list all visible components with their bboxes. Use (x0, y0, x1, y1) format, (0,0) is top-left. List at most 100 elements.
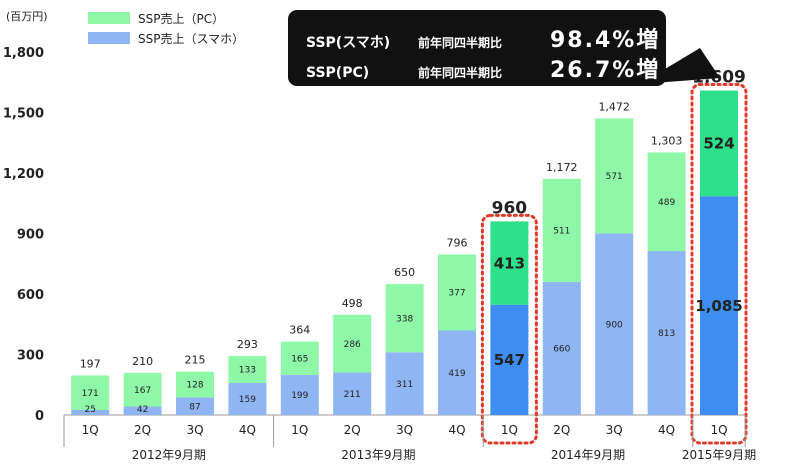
bar-value-label-pc: 377 (448, 289, 465, 299)
bar-total-label: 1,172 (546, 161, 578, 174)
bar-total-label: 364 (289, 324, 310, 337)
y-tick-label: 1,800 (3, 46, 44, 61)
x-tick-label-quarter: 3Q (186, 423, 203, 437)
x-tick-label-quarter: 1Q (710, 423, 727, 437)
bar-value-label-pc: 489 (658, 198, 675, 208)
y-tick-label: 0 (35, 409, 44, 424)
x-tick-label-quarter: 1Q (82, 423, 99, 437)
bar-segment-smartphone (176, 397, 214, 415)
bar-value-label-pc: 171 (82, 389, 99, 399)
bar-value-label-smartphone: 900 (606, 320, 623, 330)
bar-value-label-pc: 338 (396, 314, 413, 324)
legend-label-smartphone: SSP売上（スマホ） (138, 31, 245, 46)
callout-label-smartphone: SSP(スマホ) (306, 35, 391, 51)
x-tick-label-quarter: 3Q (396, 423, 413, 437)
bar-value-label-pc: 524 (703, 135, 734, 153)
callout-row-pc: SSP(PC) 前年同四半期比 26.7%増 (306, 52, 660, 84)
bar-segment-smartphone (700, 196, 738, 415)
x-tick-label-quarter: 1Q (291, 423, 308, 437)
bar-segment-pc (647, 152, 686, 252)
bar-total-label: 210 (132, 355, 153, 368)
bar-value-label-pc: 571 (606, 172, 623, 182)
bar-segment-smartphone (438, 330, 476, 415)
legend-item-smartphone: SSP売上（スマホ） (88, 28, 244, 48)
growth-callout: SSP(スマホ) 前年同四半期比 98.4%増 SSP(PC) 前年同四半期比 … (288, 10, 666, 86)
bar-segment-smartphone (490, 304, 529, 415)
callout-value-pc: 26.7%増 (550, 58, 661, 83)
legend: SSP売上（PC） SSP売上（スマホ） (88, 8, 244, 48)
bar-segment-smartphone (542, 281, 581, 415)
x-tick-label-quarter: 4Q (239, 423, 256, 437)
y-tick-label: 1,500 (3, 107, 44, 122)
x-tick-label-quarter: 1Q (501, 423, 518, 437)
bar-segment-pc (228, 356, 267, 383)
callout-row-smartphone: SSP(スマホ) 前年同四半期比 98.4%増 (306, 22, 660, 54)
bar-segment-smartphone (280, 374, 319, 415)
bar-total-label: 1,303 (651, 134, 683, 147)
bar-segment-pc (438, 254, 476, 331)
callout-period-smartphone: 前年同四半期比 (418, 36, 503, 50)
bar-value-label-pc: 133 (239, 366, 256, 376)
bar-value-label-pc: 167 (134, 386, 151, 396)
bar-segment-smartphone (385, 352, 424, 415)
y-tick-label: 300 (17, 349, 44, 364)
bar-segment-pc (542, 178, 581, 282)
highlight-dotted-frame (480, 213, 538, 445)
bar-value-label-smartphone: 1,085 (695, 297, 742, 315)
bar-segment-smartphone (71, 409, 110, 415)
bar-total-label: 215 (185, 354, 206, 367)
bar-value-label-pc: 165 (291, 354, 308, 364)
bar-total-label: 197 (80, 357, 101, 370)
legend-label-pc: SSP売上（PC） (138, 11, 225, 26)
bar-total-label: 293 (237, 338, 258, 351)
x-group-label: 2013年9月期 (341, 448, 415, 462)
y-tick-label: 900 (17, 228, 44, 243)
y-axis-unit-label: (百万円) (6, 10, 48, 23)
bar-total-label: 1,472 (598, 100, 630, 113)
bar-value-label-smartphone: 199 (291, 391, 308, 401)
bar-value-label-pc: 286 (344, 340, 361, 350)
bar-total-label: 650 (394, 266, 415, 279)
bar-value-label-pc: 128 (186, 381, 203, 391)
callout-period-pc: 前年同四半期比 (418, 66, 503, 80)
bar-value-label-smartphone: 419 (448, 369, 465, 379)
callout-label-pc: SSP(PC) (306, 65, 370, 81)
callout-value-smartphone: 98.4%増 (550, 28, 661, 53)
bar-segment-pc (280, 341, 319, 375)
bar-total-label: 796 (447, 236, 468, 249)
bar-value-label-pc: 511 (553, 227, 570, 237)
x-tick-label-quarter: 4Q (658, 423, 675, 437)
x-group-label: 2012年9月期 (132, 448, 206, 462)
bar-value-label-smartphone: 547 (494, 351, 525, 369)
x-tick-label-quarter: 3Q (606, 423, 623, 437)
bar-segment-pc (700, 90, 738, 197)
bar-value-label-smartphone: 42 (137, 405, 148, 415)
legend-item-pc: SSP売上（PC） (88, 8, 244, 28)
bar-value-label-smartphone: 660 (553, 345, 570, 355)
bar-segment-smartphone (595, 233, 634, 415)
bar-segment-pc (385, 284, 424, 353)
x-tick-label-quarter: 2Q (344, 423, 361, 437)
bar-value-label-pc: 413 (494, 254, 525, 272)
bar-value-label-smartphone: 813 (658, 329, 675, 339)
legend-swatch-smartphone (88, 32, 130, 44)
bar-value-label-smartphone: 211 (344, 390, 361, 400)
y-tick-label: 600 (17, 288, 44, 303)
bar-segment-pc (595, 118, 634, 234)
bar-total-label: 960 (492, 198, 528, 218)
highlight-dotted-frame (690, 83, 748, 445)
x-tick-label-quarter: 2Q (553, 423, 570, 437)
bar-total-label: 498 (342, 297, 363, 310)
legend-swatch-pc (88, 12, 130, 24)
bar-segment-smartphone (123, 406, 162, 415)
y-tick-label: 1,200 (3, 167, 44, 182)
x-tick-label-quarter: 2Q (134, 423, 151, 437)
bar-segment-pc (333, 314, 372, 373)
bar-segment-pc (71, 375, 110, 410)
bar-segment-pc (176, 371, 214, 398)
bar-segment-smartphone (228, 382, 267, 415)
x-group-label: 2014年9月期 (551, 448, 625, 462)
x-tick-label-quarter: 4Q (448, 423, 465, 437)
bar-segment-smartphone (333, 372, 372, 415)
x-group-label: 2015年9月期 (682, 448, 756, 462)
